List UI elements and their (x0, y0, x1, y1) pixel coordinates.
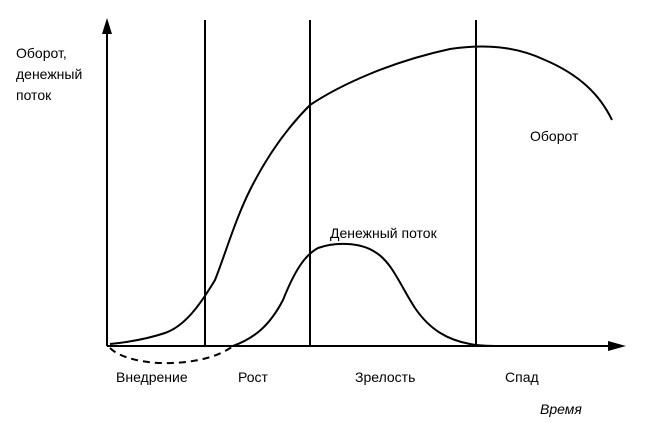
turnover-label: Оборот (530, 128, 579, 144)
stage-label-introduction: Внедрение (116, 369, 188, 385)
cash-flow-negative-segment (109, 345, 234, 365)
turnover-curve (109, 45, 613, 345)
stage-label-maturity: Зрелость (355, 369, 415, 385)
x-axis-arrow (608, 341, 626, 351)
svg-text:Оборот, денежный поток: Оборот, денежный поток (16, 45, 86, 103)
stage-label-growth: Рост (238, 369, 269, 385)
cash-flow-curve (232, 242, 501, 347)
stage-dividers (204, 20, 477, 346)
cash-flow-label: Денежный поток (330, 225, 438, 241)
x-axis-label: Время (540, 401, 582, 417)
axes (102, 18, 626, 351)
y-axis-label-line-2: денежный (16, 66, 82, 82)
stage-label-decline: Спад (505, 369, 539, 385)
y-axis-label-line-1: Оборот, (16, 45, 67, 61)
y-axis-label-line-3: поток (16, 87, 52, 103)
y-axis-arrow (102, 18, 112, 34)
